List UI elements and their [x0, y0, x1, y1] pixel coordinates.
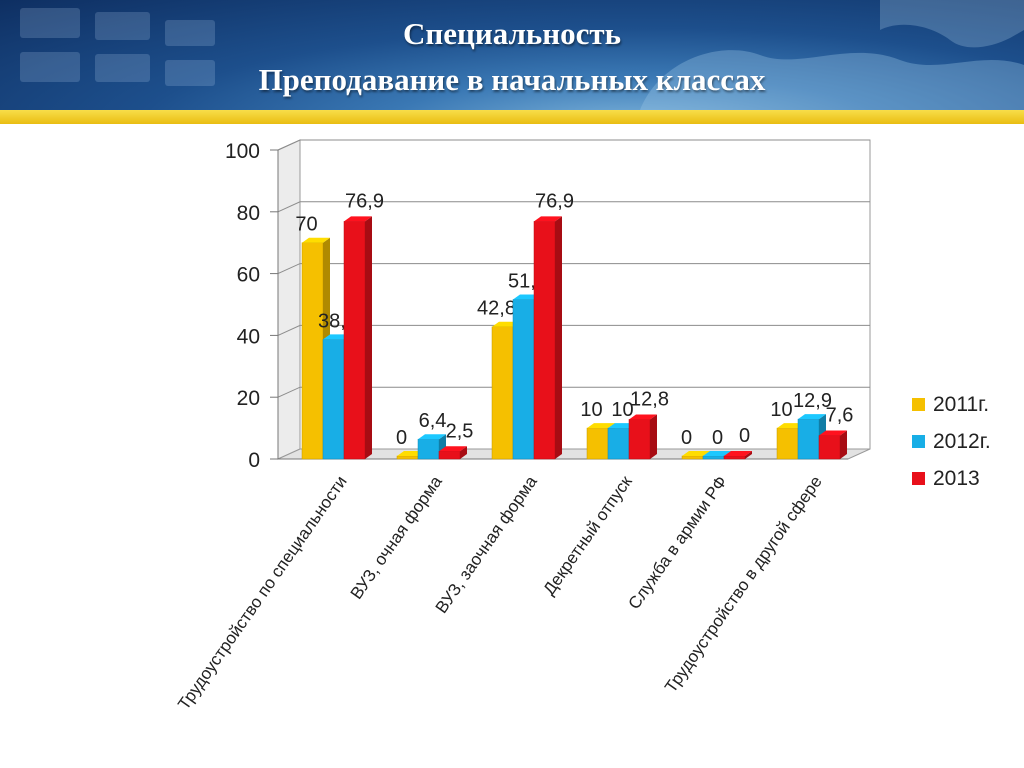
y-tick-label: 20: [237, 387, 260, 410]
bar-2-2: [533, 221, 556, 460]
bar-1-5: [797, 418, 820, 460]
bar-top-2-2: [534, 216, 562, 222]
bar-top-2-5: [819, 430, 847, 436]
bar-0-2: [491, 326, 514, 460]
bar-2-1: [438, 451, 461, 460]
legend-swatch-2013: [912, 472, 925, 485]
bar-top-1-4: [703, 451, 731, 456]
bar-top-2-4: [724, 451, 752, 456]
data-label-0-5: 10: [770, 399, 792, 421]
category-label-2: ВУЗ, заочная форма: [432, 472, 541, 617]
bar-1-1: [417, 438, 440, 460]
legend-label-2013: 2013: [933, 466, 980, 490]
data-label-2-1: 2,5: [446, 420, 474, 442]
data-label-0-3: 10: [580, 399, 602, 421]
bar-side-2-2: [555, 216, 562, 459]
slide-header: Специальность Преподавание в начальных к…: [0, 0, 1024, 110]
header-background: [20, 0, 1024, 110]
data-label-1-3: 10: [611, 399, 633, 421]
bar-0-4: [681, 455, 704, 460]
gridline: [277, 386, 870, 398]
category-label-0: Трудоустройство по специальности: [174, 472, 351, 713]
legend-item-2012: 2012г.: [912, 423, 991, 460]
gridline: [277, 201, 870, 213]
gridline: [277, 324, 870, 336]
bar-side-2-1: [460, 446, 467, 459]
bar-0-5: [776, 427, 799, 460]
bar-side-2-5: [840, 430, 847, 459]
legend-label-2012: 2012г.: [933, 429, 991, 453]
gridline: [277, 263, 870, 275]
data-label-0-0: 70: [295, 214, 317, 236]
y-tick-label: 80: [237, 202, 260, 225]
bar-2-4: [723, 455, 746, 460]
legend-swatch-2011: [912, 398, 925, 411]
data-label-2-0: 76,9: [345, 190, 384, 212]
bar-top-0-0: [302, 237, 330, 243]
data-label-1-4: 0: [712, 427, 723, 449]
header-accent-bar: [0, 110, 1024, 124]
y-tick-label: 60: [237, 264, 260, 287]
chart-side-wall: [277, 139, 301, 460]
legend-item-2011: 2011г.: [912, 386, 991, 423]
bar-1-2: [512, 299, 535, 460]
slide-title-line-1: Специальность: [402, 16, 622, 51]
bar-2-0: [343, 221, 366, 460]
bar-0-1: [396, 455, 419, 460]
bar-top-0-4: [682, 451, 710, 456]
bar-top-0-3: [587, 423, 615, 429]
data-label-0-1: 0: [396, 427, 407, 449]
legend-item-2013: 2013: [912, 460, 991, 497]
bar-top-2-1: [439, 446, 467, 452]
category-label-5: Трудоустройство в другой сфере: [661, 472, 826, 696]
data-label-0-2: 42,8: [477, 298, 516, 320]
y-tick-label: 40: [237, 325, 260, 348]
legend-label-2011: 2011г.: [933, 392, 990, 416]
bar-top-2-0: [344, 216, 372, 222]
legend-swatch-2012: [912, 435, 925, 448]
category-label-4: Служба в армии РФ: [625, 472, 731, 612]
y-tick-label: 100: [225, 140, 260, 163]
bar-top-2-3: [629, 414, 657, 420]
category-label-1: ВУЗ, очная форма: [347, 472, 446, 603]
bar-1-3: [607, 427, 630, 460]
chart-back-wall: [299, 139, 871, 450]
bar-top-1-1: [418, 434, 446, 440]
data-label-0-4: 0: [681, 427, 692, 449]
data-label-2-4: 0: [739, 425, 750, 447]
bar-2-3: [628, 419, 651, 460]
bar-1-4: [702, 455, 725, 460]
bar-side-2-4: [745, 451, 752, 459]
y-tick-label: 0: [248, 449, 260, 472]
data-label-2-3: 12,8: [630, 388, 669, 410]
bar-1-0: [322, 339, 345, 460]
data-label-1-5: 12,9: [793, 390, 832, 412]
bar-side-2-0: [365, 216, 372, 459]
bar-0-0: [301, 242, 324, 460]
bar-0-3: [586, 427, 609, 460]
gridline: [277, 139, 870, 151]
bar-top-1-5: [798, 414, 826, 420]
bar-side-2-3: [650, 414, 657, 459]
bar-2-5: [818, 435, 841, 460]
slide-title-line-2: Преподавание в начальных классах: [258, 62, 766, 97]
data-label-2-2: 76,9: [535, 190, 574, 212]
category-label-3: Декретный отпуск: [540, 472, 637, 599]
data-label-2-5: 7,6: [826, 405, 854, 427]
data-label-1-1: 6,4: [419, 410, 447, 432]
chart-legend: 2011г. 2012г. 2013: [912, 386, 991, 497]
